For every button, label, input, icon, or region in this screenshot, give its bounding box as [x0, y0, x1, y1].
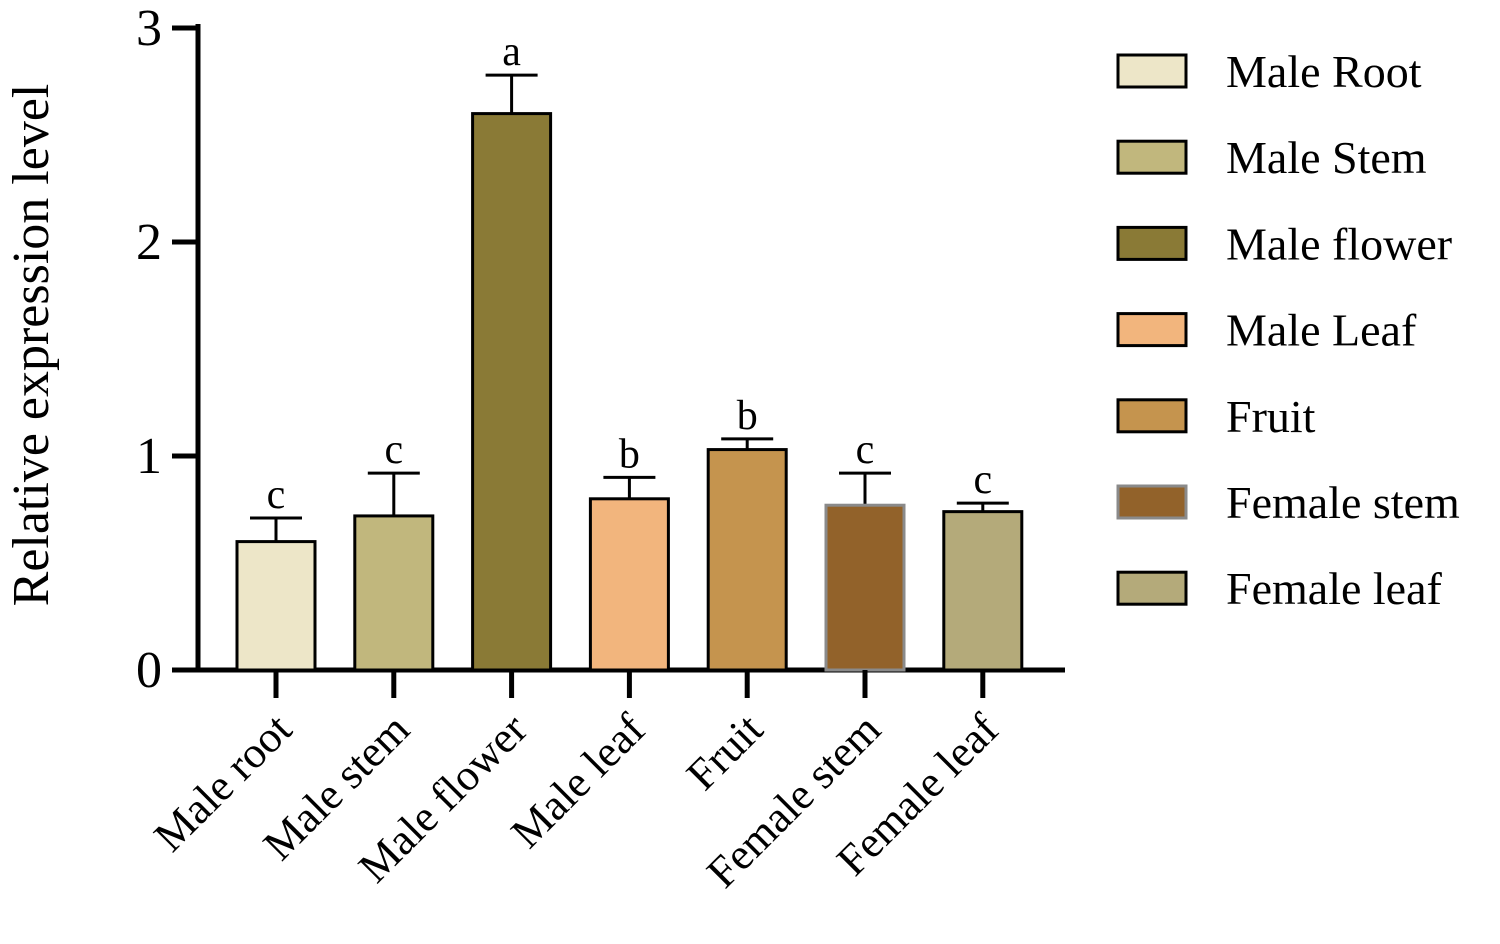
legend-swatch [1116, 312, 1188, 348]
legend-label: Female stem [1226, 477, 1460, 528]
significance-label: b [737, 393, 758, 439]
y-axis-title: Relative expression level [3, 84, 60, 607]
legend-swatch [1116, 139, 1188, 175]
y-tick-label: 0 [136, 642, 162, 699]
bar [353, 514, 435, 672]
legend-label: Male flower [1226, 218, 1452, 269]
y-tick-label: 3 [136, 0, 162, 57]
legend-swatch [1116, 225, 1188, 261]
legend-label: Female leaf [1226, 563, 1443, 614]
legend-swatch [1116, 484, 1188, 520]
legend-swatch [1116, 53, 1188, 89]
bar [471, 112, 553, 672]
legend-label: Male Leaf [1226, 305, 1417, 356]
y-tick-label: 2 [136, 214, 162, 271]
significance-label: c [384, 427, 403, 473]
bar [235, 540, 317, 672]
y-tick-label: 1 [136, 428, 162, 485]
significance-label: c [973, 457, 992, 503]
legend-label: Male Root [1226, 46, 1422, 97]
legend-swatch [1116, 570, 1188, 606]
bar [942, 510, 1024, 672]
bar [706, 448, 788, 672]
legend-label: Male Stem [1226, 132, 1427, 183]
significance-label: b [619, 431, 640, 477]
bars: c c a b b c c [235, 29, 1024, 672]
bar [824, 503, 906, 672]
legend-label: Fruit [1226, 391, 1316, 442]
legend: Male Root Male Stem Male flower Male Leaf Fr… [1116, 46, 1460, 614]
y-ticks: 0 1 2 3 [136, 0, 198, 699]
legend-swatch [1116, 398, 1188, 434]
significance-label: c [856, 427, 875, 473]
significance-label: a [502, 29, 521, 75]
significance-label: c [267, 472, 286, 518]
x-tick-label: Fruit [677, 704, 772, 799]
bar [588, 497, 670, 672]
